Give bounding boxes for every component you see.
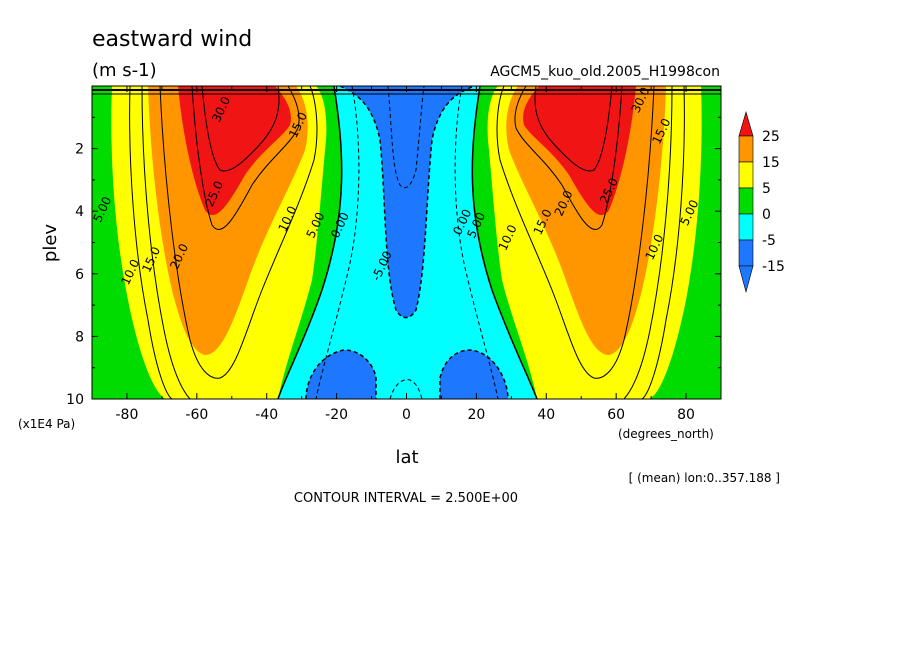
contour-line-zero xyxy=(277,86,343,399)
y-tick-label: 10 xyxy=(66,392,84,408)
fill-orange-right xyxy=(506,86,666,355)
fill-blue-bottom-right xyxy=(440,350,508,399)
y-axis-units: (x1E4 Pa) xyxy=(18,417,75,431)
y-axis-label: plev xyxy=(40,224,61,263)
contour-line-dashed xyxy=(339,86,475,319)
colorbar-label: 15 xyxy=(762,155,780,171)
contour-interval: CONTOUR INTERVAL = 2.500E+00 xyxy=(294,491,518,506)
fill-red-left xyxy=(178,86,291,216)
colorbar-label: -15 xyxy=(762,259,785,275)
x-tick-label: 60 xyxy=(607,407,625,423)
fill-orange-left xyxy=(148,86,308,355)
chart-units: (m s-1) xyxy=(92,60,157,81)
x-axis: -80 -60 -40 -20 0 20 40 60 80 xyxy=(91,86,722,423)
contour-line xyxy=(201,86,280,172)
contour-line xyxy=(191,86,300,230)
x-tick-label: -40 xyxy=(255,407,278,423)
colorbar-bottom-arrow xyxy=(738,265,754,294)
fill-red-right xyxy=(523,86,636,216)
contour-line-dashed xyxy=(454,86,499,399)
contour-line xyxy=(129,86,173,399)
contour-line-dashed xyxy=(389,379,423,399)
contour-line-dashed xyxy=(315,86,360,399)
x-tick-label: -80 xyxy=(116,407,139,423)
contour-line xyxy=(159,86,318,379)
colorbar-box xyxy=(738,161,754,189)
footnote: [ (mean) lon:0..357.188 ] xyxy=(629,471,780,485)
colorbar: 25 15 5 0 -5 -15 xyxy=(738,110,785,294)
colorbar-label: 5 xyxy=(762,181,771,197)
colorbar-top-arrow xyxy=(738,110,754,137)
x-tick-label: 20 xyxy=(467,407,485,423)
x-tick-label: -60 xyxy=(185,407,208,423)
contour-line-dashed xyxy=(439,349,509,399)
x-tick-label: 40 xyxy=(537,407,555,423)
fill-blue-center xyxy=(340,86,474,318)
colorbar-box xyxy=(738,213,754,241)
colorbar-label: -5 xyxy=(762,233,776,249)
x-tick-label: 0 xyxy=(402,407,411,423)
y-tick-label: 4 xyxy=(75,204,84,220)
x-axis-units: (degrees_north) xyxy=(618,427,714,441)
contour-line-zero xyxy=(471,86,538,399)
y-axis: 2 4 6 8 10 xyxy=(66,116,721,408)
chart-title: eastward wind xyxy=(92,27,252,52)
colorbar-box xyxy=(738,239,754,267)
contour-fills xyxy=(92,86,721,399)
x-tick-label: 80 xyxy=(677,407,695,423)
y-tick-label: 2 xyxy=(75,142,84,158)
colorbar-label: 25 xyxy=(762,129,780,145)
x-axis-label: lat xyxy=(395,447,418,468)
colorbar-box xyxy=(738,135,754,163)
contour-line xyxy=(496,86,655,379)
contour-line xyxy=(623,86,673,399)
experiment-label: AGCM5_kuo_old.2005_H1998con xyxy=(490,64,720,80)
colorbar-label: 0 xyxy=(762,207,771,223)
contour-line xyxy=(514,86,623,230)
y-tick-label: 8 xyxy=(75,329,84,345)
contour-line xyxy=(534,86,613,172)
contour-line xyxy=(641,86,685,399)
fill-blue-bottom-left xyxy=(306,350,376,399)
colorbar-box xyxy=(738,187,754,215)
y-tick-label: 6 xyxy=(75,267,84,283)
contour-line xyxy=(141,86,191,399)
x-tick-label: -20 xyxy=(325,407,348,423)
